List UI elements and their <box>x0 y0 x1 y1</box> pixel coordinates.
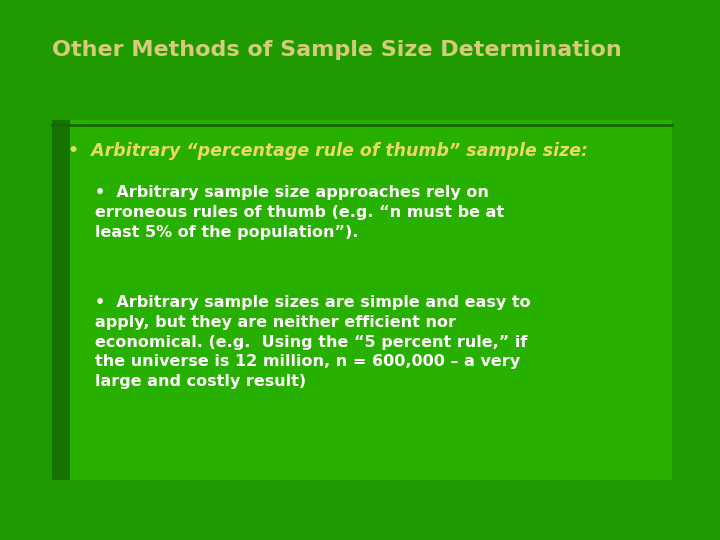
Text: •  Arbitrary sample sizes are simple and easy to
apply, but they are neither eff: • Arbitrary sample sizes are simple and … <box>95 295 531 389</box>
Text: •  Arbitrary “percentage rule of thumb” sample size:: • Arbitrary “percentage rule of thumb” s… <box>68 142 588 160</box>
Text: •  Arbitrary sample size approaches rely on
erroneous rules of thumb (e.g. “n mu: • Arbitrary sample size approaches rely … <box>95 185 504 240</box>
Text: Other Methods of Sample Size Determination: Other Methods of Sample Size Determinati… <box>52 40 622 60</box>
FancyBboxPatch shape <box>52 120 672 480</box>
FancyBboxPatch shape <box>52 120 70 480</box>
